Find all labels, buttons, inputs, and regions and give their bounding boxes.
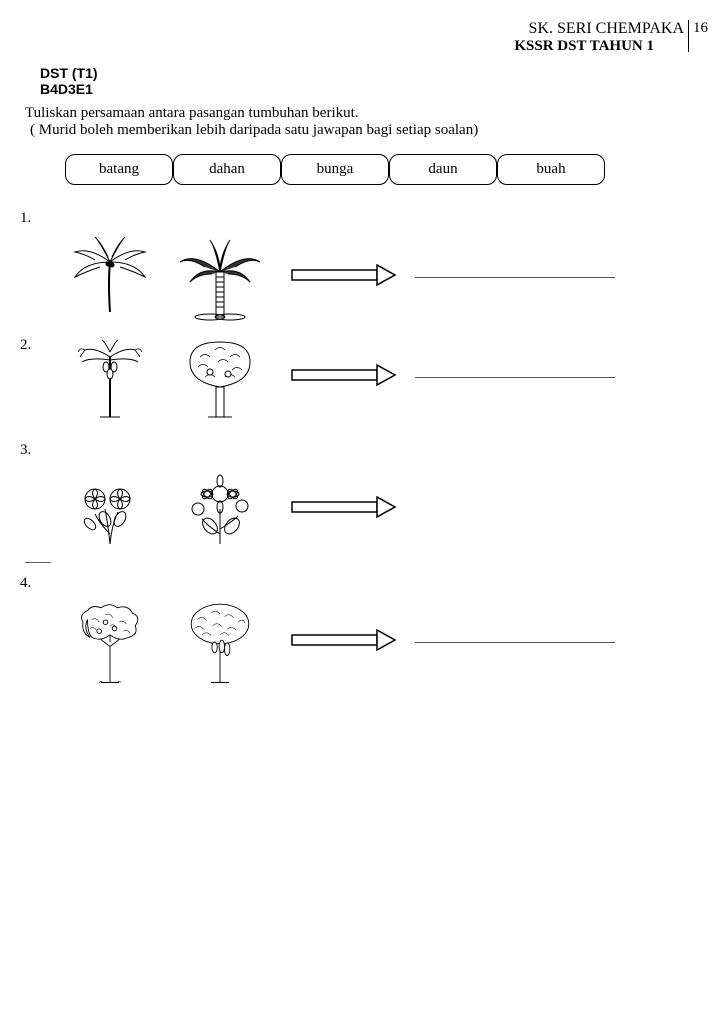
q2-answer-line[interactable]: [415, 377, 615, 378]
q4-plants: [60, 597, 270, 687]
question-1: 1.: [20, 205, 708, 227]
q4-number: 4.: [20, 575, 45, 592]
q3-plants: [60, 464, 270, 554]
word-daun: daun: [389, 154, 497, 185]
instruction-main: Tuliskan persamaan antara pasangan tumbu…: [25, 105, 708, 122]
word-dahan: dahan: [173, 154, 281, 185]
header-divider: [688, 20, 689, 52]
word-batang: batang: [65, 154, 173, 185]
fruit-tree1-icon: [60, 597, 160, 687]
q1-answer-line[interactable]: [415, 277, 615, 278]
palm-tree-icon: [170, 232, 270, 322]
question-4: 4.: [20, 570, 708, 592]
word-bunga: bunga: [281, 154, 389, 185]
header: SK. SERI CHEMPAKA KSSR DST TAHUN 1 16: [20, 20, 708, 55]
code-line2: B4D3E1: [40, 81, 708, 97]
q2-arrow: [290, 360, 400, 395]
q3-number: 3.: [20, 442, 45, 459]
mango-tree-icon: [170, 332, 270, 422]
q1-arrow: [290, 260, 400, 295]
q2-plants: [60, 332, 270, 422]
instruction-sub: ( Murid boleh memberikan lebih daripada …: [30, 122, 708, 139]
q4-arrow: [290, 625, 400, 660]
q1-number: 1.: [20, 210, 45, 227]
fruit-tree2-icon: [170, 597, 270, 687]
word-buah: buah: [497, 154, 605, 185]
page-number: 16: [693, 20, 708, 37]
code-line1: DST (T1): [40, 65, 708, 81]
q1-plants: [60, 232, 270, 322]
question-3: 3.: [20, 437, 708, 459]
code-block: DST (T1) B4D3E1: [40, 65, 708, 97]
school-name: SK. SERI CHEMPAKA: [514, 20, 684, 38]
sunflower-plant-icon: [170, 464, 270, 554]
subtitle: KSSR DST TAHUN 1: [514, 38, 654, 55]
papaya-tree-icon: [60, 332, 160, 422]
word-bank: batang dahan bunga daun buah: [65, 154, 708, 185]
q4-answer-line[interactable]: [415, 642, 615, 643]
question-2: 2.: [20, 332, 708, 422]
hibiscus-plant-icon: [60, 464, 160, 554]
q2-number: 2.: [20, 337, 45, 354]
q3-arrow: [290, 492, 400, 527]
coconut-tree-icon: [60, 232, 160, 322]
